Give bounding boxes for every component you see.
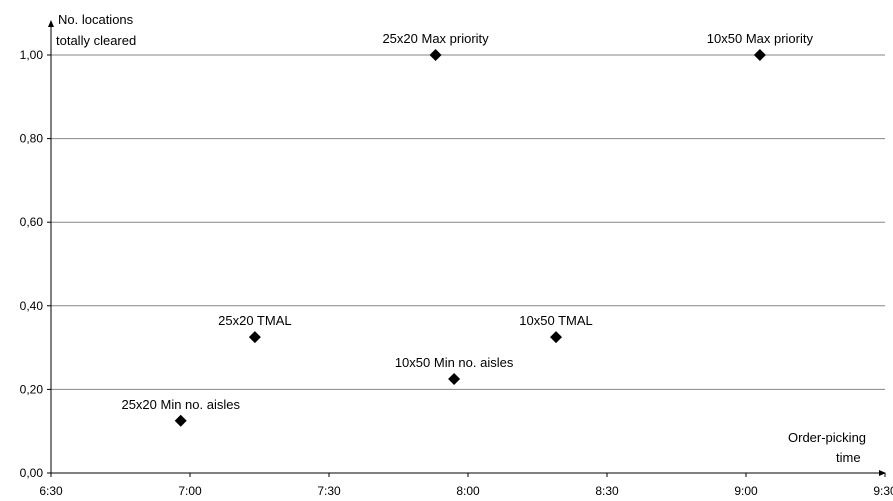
y-axis-title-line-1: No. locations <box>58 12 134 27</box>
data-label-0: 25x20 Min no. aisles <box>121 397 240 412</box>
point-labels: 25x20 Min no. aisles 25x20 TMAL 25x20 Max … <box>121 31 813 412</box>
y-tick-label-1: 0,20 <box>20 382 44 396</box>
data-point-0 <box>174 414 187 427</box>
x-tick-label-1: 7:00 <box>178 484 202 498</box>
x-tick-label-4: 8:30 <box>595 484 619 498</box>
data-point-5 <box>753 49 766 61</box>
data-point-4 <box>550 331 563 344</box>
x-tick-label-2: 7:30 <box>317 484 341 498</box>
y-axis-title-line-2: totally cleared <box>56 33 136 48</box>
y-axis-arrow <box>48 20 54 27</box>
data-points <box>174 49 766 427</box>
data-label-2: 25x20 Max priority <box>382 31 489 46</box>
x-tick-label-3: 8:00 <box>456 484 480 498</box>
y-tick-label-4: 0,80 <box>20 132 44 146</box>
y-tick-label-5: 1,00 <box>20 48 44 62</box>
data-label-3: 10x50 Min no. aisles <box>395 355 514 370</box>
data-label-4: 10x50 TMAL <box>519 313 592 328</box>
x-tick-label-0: 6:30 <box>39 484 63 498</box>
y-tick-label-0: 0,00 <box>20 466 44 480</box>
x-tick-label-6: 9:30 <box>873 484 893 498</box>
data-point-1 <box>248 331 261 344</box>
y-tick-label-3: 0,60 <box>20 215 44 229</box>
data-point-3 <box>448 372 461 385</box>
x-axis-title-line-2: time <box>836 450 861 465</box>
data-label-5: 10x50 Max priority <box>707 31 814 46</box>
data-label-1: 25x20 TMAL <box>218 313 291 328</box>
axes <box>47 20 886 477</box>
data-point-2 <box>429 49 442 61</box>
gridlines <box>51 54 885 390</box>
tick-labels: 0,00 0,20 0,40 0,60 0,80 1,00 6:30 7:00 7:30 8:00… <box>20 48 893 498</box>
y-tick-label-2: 0,40 <box>20 299 44 313</box>
x-axis-arrow <box>879 470 886 476</box>
x-axis-title-line-1: Order-picking <box>788 430 866 445</box>
x-tick-label-5: 9:00 <box>734 484 758 498</box>
